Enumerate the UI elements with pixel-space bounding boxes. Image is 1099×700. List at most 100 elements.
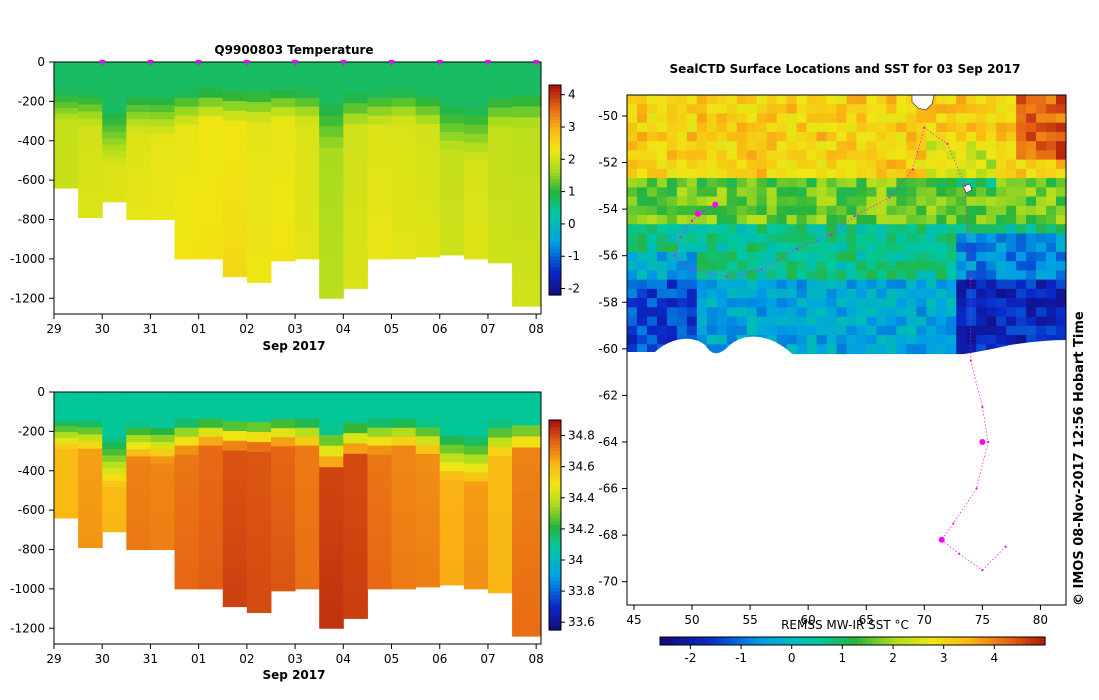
temperature-panel: Q9900803 Temperature 0-200-400-600-800-1… bbox=[10, 43, 580, 353]
sst-cell bbox=[696, 270, 708, 281]
sst-cell bbox=[856, 233, 868, 244]
sst-cell bbox=[696, 150, 708, 161]
sst-cell bbox=[806, 298, 818, 308]
sst-cell bbox=[936, 113, 947, 124]
sst-cell bbox=[696, 131, 708, 142]
sst-cell bbox=[746, 233, 758, 244]
profile-cell bbox=[54, 96, 79, 103]
profile-cell bbox=[126, 212, 151, 220]
x-tick-label: 06 bbox=[432, 322, 447, 336]
profile-cell bbox=[126, 406, 151, 414]
profile-cell bbox=[270, 116, 296, 126]
profile-cell bbox=[367, 409, 393, 420]
sst-cell bbox=[876, 242, 888, 253]
sst-cell bbox=[706, 288, 718, 299]
sst-cell bbox=[786, 150, 798, 161]
sst-cell bbox=[646, 242, 658, 253]
sst-cell bbox=[776, 335, 788, 345]
sst-cell bbox=[946, 316, 957, 327]
profile-cell bbox=[222, 528, 248, 539]
colorbar-swatch bbox=[549, 602, 561, 607]
profile-cell bbox=[126, 456, 151, 465]
sst-cell bbox=[686, 205, 698, 216]
x-tick-label: 04 bbox=[336, 322, 351, 336]
colorbar-swatch bbox=[1020, 637, 1027, 645]
profile-cell bbox=[512, 106, 542, 118]
profile-cell bbox=[487, 135, 513, 145]
profile-cell bbox=[78, 125, 103, 134]
profile-cell bbox=[246, 432, 272, 443]
profile-cell bbox=[102, 62, 127, 69]
profile-cell bbox=[198, 97, 224, 108]
sst-cell bbox=[976, 298, 987, 308]
colorbar-swatch bbox=[708, 637, 714, 645]
profile-cell bbox=[463, 88, 489, 99]
sst-cell bbox=[786, 251, 798, 262]
sst-cell bbox=[1036, 242, 1047, 253]
sst-cell bbox=[726, 150, 738, 161]
sst-cell bbox=[816, 298, 828, 308]
sst-cell bbox=[866, 178, 878, 188]
sst-cell bbox=[996, 159, 1007, 170]
colorbar-frame bbox=[548, 419, 562, 631]
sst-cell bbox=[1046, 122, 1057, 133]
sst-cell bbox=[646, 159, 658, 170]
profile-cell bbox=[415, 392, 441, 402]
sst-cell bbox=[1046, 279, 1057, 290]
sst-cell bbox=[746, 187, 758, 198]
track-segment bbox=[691, 269, 727, 277]
colorbar-swatch bbox=[549, 134, 561, 139]
sst-cell bbox=[666, 270, 678, 281]
profile-cell bbox=[439, 97, 465, 107]
sst-cell bbox=[776, 122, 788, 133]
profile-cell bbox=[463, 178, 489, 188]
profile-cell bbox=[198, 570, 224, 581]
colorbar-swatch bbox=[549, 162, 561, 167]
profile-cell bbox=[391, 579, 417, 590]
profile-cell bbox=[391, 124, 417, 135]
sst-cell bbox=[896, 122, 907, 133]
colorbar-tick-label: 1 bbox=[839, 651, 847, 665]
profile-cell bbox=[222, 188, 248, 200]
sst-cell bbox=[736, 159, 748, 170]
profile-cell bbox=[174, 526, 200, 536]
profile-cell bbox=[78, 62, 103, 70]
colorbar-swatch bbox=[549, 619, 561, 624]
sst-cell bbox=[1006, 307, 1017, 318]
profile-cell bbox=[319, 255, 344, 267]
profile-cell bbox=[270, 401, 296, 411]
sst-cell bbox=[896, 298, 907, 308]
track-segment bbox=[941, 539, 960, 555]
sst-cell bbox=[816, 270, 828, 281]
sst-cell bbox=[686, 316, 698, 327]
profile-cell bbox=[391, 400, 417, 411]
profile-cell bbox=[512, 436, 542, 448]
sst-cell bbox=[686, 95, 698, 105]
profile-cell bbox=[198, 196, 224, 206]
profile-cell bbox=[415, 62, 441, 72]
sst-cell bbox=[846, 187, 858, 198]
profile-cell bbox=[150, 83, 176, 92]
profile-cell bbox=[391, 214, 417, 224]
profile-cell bbox=[439, 228, 465, 238]
profile-cell bbox=[415, 248, 441, 258]
profile-cell bbox=[319, 233, 344, 246]
sst-cell bbox=[806, 159, 818, 170]
x-tick-label: 05 bbox=[384, 652, 399, 666]
sst-cell bbox=[636, 150, 648, 161]
profile-cell bbox=[102, 519, 127, 526]
profile-cell bbox=[512, 491, 542, 504]
sst-cell bbox=[646, 113, 658, 124]
profile-cell bbox=[415, 115, 441, 125]
sst-cell bbox=[796, 131, 808, 142]
sst-cell bbox=[1056, 224, 1066, 235]
profile-cell bbox=[391, 418, 417, 429]
profile-cell bbox=[54, 73, 79, 80]
profile-cell bbox=[198, 249, 224, 260]
sst-cell bbox=[896, 325, 907, 336]
sst-cell bbox=[736, 307, 748, 318]
sst-cell bbox=[836, 279, 848, 290]
profile-cell bbox=[270, 437, 296, 447]
colorbar-swatch bbox=[722, 637, 728, 645]
profile-cell bbox=[174, 214, 200, 224]
